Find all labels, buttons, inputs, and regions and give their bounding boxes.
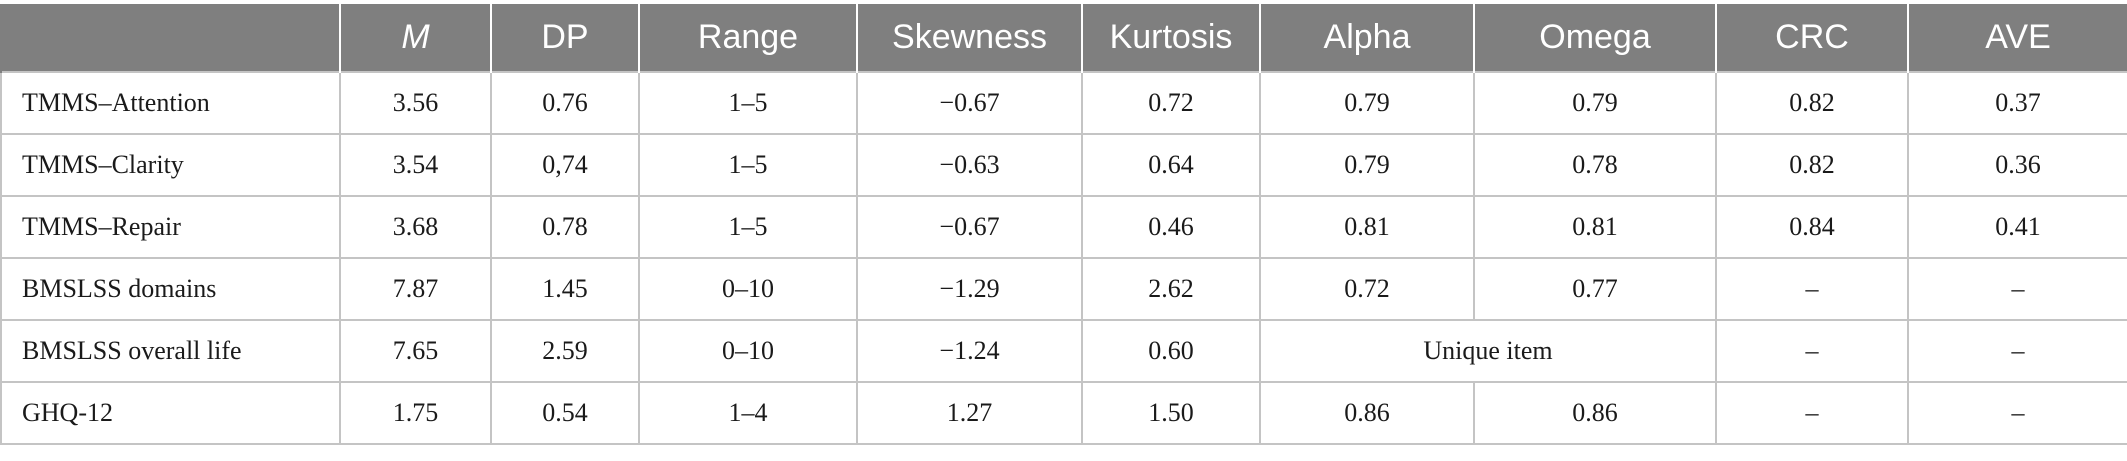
cell-m: 3.68 bbox=[339, 195, 492, 259]
cell-ave: – bbox=[1907, 381, 2127, 445]
cell-crc: 0.82 bbox=[1715, 71, 1909, 135]
header-cell-range: Range bbox=[638, 4, 858, 72]
table-row: TMMS–Attention 3.56 0.76 1–5 −0.67 0.72 … bbox=[0, 71, 2127, 135]
cell-skewness: −0.67 bbox=[856, 195, 1083, 259]
row-label: TMMS–Repair bbox=[0, 195, 341, 259]
cell-ave: 0.37 bbox=[1907, 71, 2127, 135]
header-row: M DP Range Skewness Kurtosis Alpha Omega… bbox=[0, 4, 2127, 72]
table-row: GHQ-12 1.75 0.54 1–4 1.27 1.50 0.86 0.86… bbox=[0, 381, 2127, 445]
cell-kurtosis: 0.60 bbox=[1081, 319, 1261, 383]
cell-kurtosis: 0.72 bbox=[1081, 71, 1261, 135]
cell-alpha: 0.79 bbox=[1259, 133, 1475, 197]
table-row: TMMS–Repair 3.68 0.78 1–5 −0.67 0.46 0.8… bbox=[0, 195, 2127, 259]
cell-dp: 0.76 bbox=[490, 71, 640, 135]
cell-omega: 0.79 bbox=[1473, 71, 1717, 135]
cell-range: 1–4 bbox=[638, 381, 858, 445]
cell-m: 3.54 bbox=[339, 133, 492, 197]
table-row: BMSLSS domains 7.87 1.45 0–10 −1.29 2.62… bbox=[0, 257, 2127, 321]
cell-dp: 0.54 bbox=[490, 381, 640, 445]
cell-skewness: −0.63 bbox=[856, 133, 1083, 197]
header-cell-ave: AVE bbox=[1907, 4, 2127, 72]
cell-alpha: 0.86 bbox=[1259, 381, 1475, 445]
header-cell-omega: Omega bbox=[1473, 4, 1717, 72]
header-cell-alpha: Alpha bbox=[1259, 4, 1475, 72]
header-cell-skewness: Skewness bbox=[856, 4, 1083, 72]
cell-ave: 0.41 bbox=[1907, 195, 2127, 259]
header-cell-dp: DP bbox=[490, 4, 640, 72]
row-label: TMMS–Attention bbox=[0, 71, 341, 135]
cell-ave: – bbox=[1907, 257, 2127, 321]
cell-skewness: 1.27 bbox=[856, 381, 1083, 445]
cell-range: 1–5 bbox=[638, 195, 858, 259]
cell-dp: 2.59 bbox=[490, 319, 640, 383]
cell-dp: 1.45 bbox=[490, 257, 640, 321]
cell-kurtosis: 0.64 bbox=[1081, 133, 1261, 197]
cell-range: 0–10 bbox=[638, 319, 858, 383]
header-cell-label bbox=[0, 4, 341, 72]
cell-kurtosis: 2.62 bbox=[1081, 257, 1261, 321]
cell-crc: – bbox=[1715, 257, 1909, 321]
cell-alpha: 0.79 bbox=[1259, 71, 1475, 135]
cell-range: 0–10 bbox=[638, 257, 858, 321]
statistics-table: M DP Range Skewness Kurtosis Alpha Omega… bbox=[0, 4, 2127, 445]
cell-ave: 0.36 bbox=[1907, 133, 2127, 197]
cell-unique-item: Unique item bbox=[1259, 319, 1717, 383]
cell-m: 7.87 bbox=[339, 257, 492, 321]
cell-m: 1.75 bbox=[339, 381, 492, 445]
cell-range: 1–5 bbox=[638, 71, 858, 135]
cell-dp: 0.78 bbox=[490, 195, 640, 259]
row-label: BMSLSS domains bbox=[0, 257, 341, 321]
cell-skewness: −1.29 bbox=[856, 257, 1083, 321]
header-cell-m: M bbox=[339, 4, 492, 72]
cell-skewness: −0.67 bbox=[856, 71, 1083, 135]
cell-skewness: −1.24 bbox=[856, 319, 1083, 383]
cell-omega: 0.78 bbox=[1473, 133, 1717, 197]
row-label: GHQ-12 bbox=[0, 381, 341, 445]
header-cell-kurtosis: Kurtosis bbox=[1081, 4, 1261, 72]
cell-kurtosis: 0.46 bbox=[1081, 195, 1261, 259]
cell-crc: – bbox=[1715, 319, 1909, 383]
header-cell-crc: CRC bbox=[1715, 4, 1909, 72]
cell-alpha: 0.81 bbox=[1259, 195, 1475, 259]
cell-ave: – bbox=[1907, 319, 2127, 383]
cell-m: 7.65 bbox=[339, 319, 492, 383]
cell-omega: 0.81 bbox=[1473, 195, 1717, 259]
cell-crc: 0.84 bbox=[1715, 195, 1909, 259]
cell-range: 1–5 bbox=[638, 133, 858, 197]
row-label: BMSLSS overall life bbox=[0, 319, 341, 383]
cell-omega: 0.77 bbox=[1473, 257, 1717, 321]
table-row: BMSLSS overall life 7.65 2.59 0–10 −1.24… bbox=[0, 319, 2127, 383]
cell-crc: – bbox=[1715, 381, 1909, 445]
cell-crc: 0.82 bbox=[1715, 133, 1909, 197]
row-label: TMMS–Clarity bbox=[0, 133, 341, 197]
cell-m: 3.56 bbox=[339, 71, 492, 135]
cell-alpha: 0.72 bbox=[1259, 257, 1475, 321]
cell-kurtosis: 1.50 bbox=[1081, 381, 1261, 445]
table-row: TMMS–Clarity 3.54 0,74 1–5 −0.63 0.64 0.… bbox=[0, 133, 2127, 197]
cell-omega: 0.86 bbox=[1473, 381, 1717, 445]
cell-dp: 0,74 bbox=[490, 133, 640, 197]
